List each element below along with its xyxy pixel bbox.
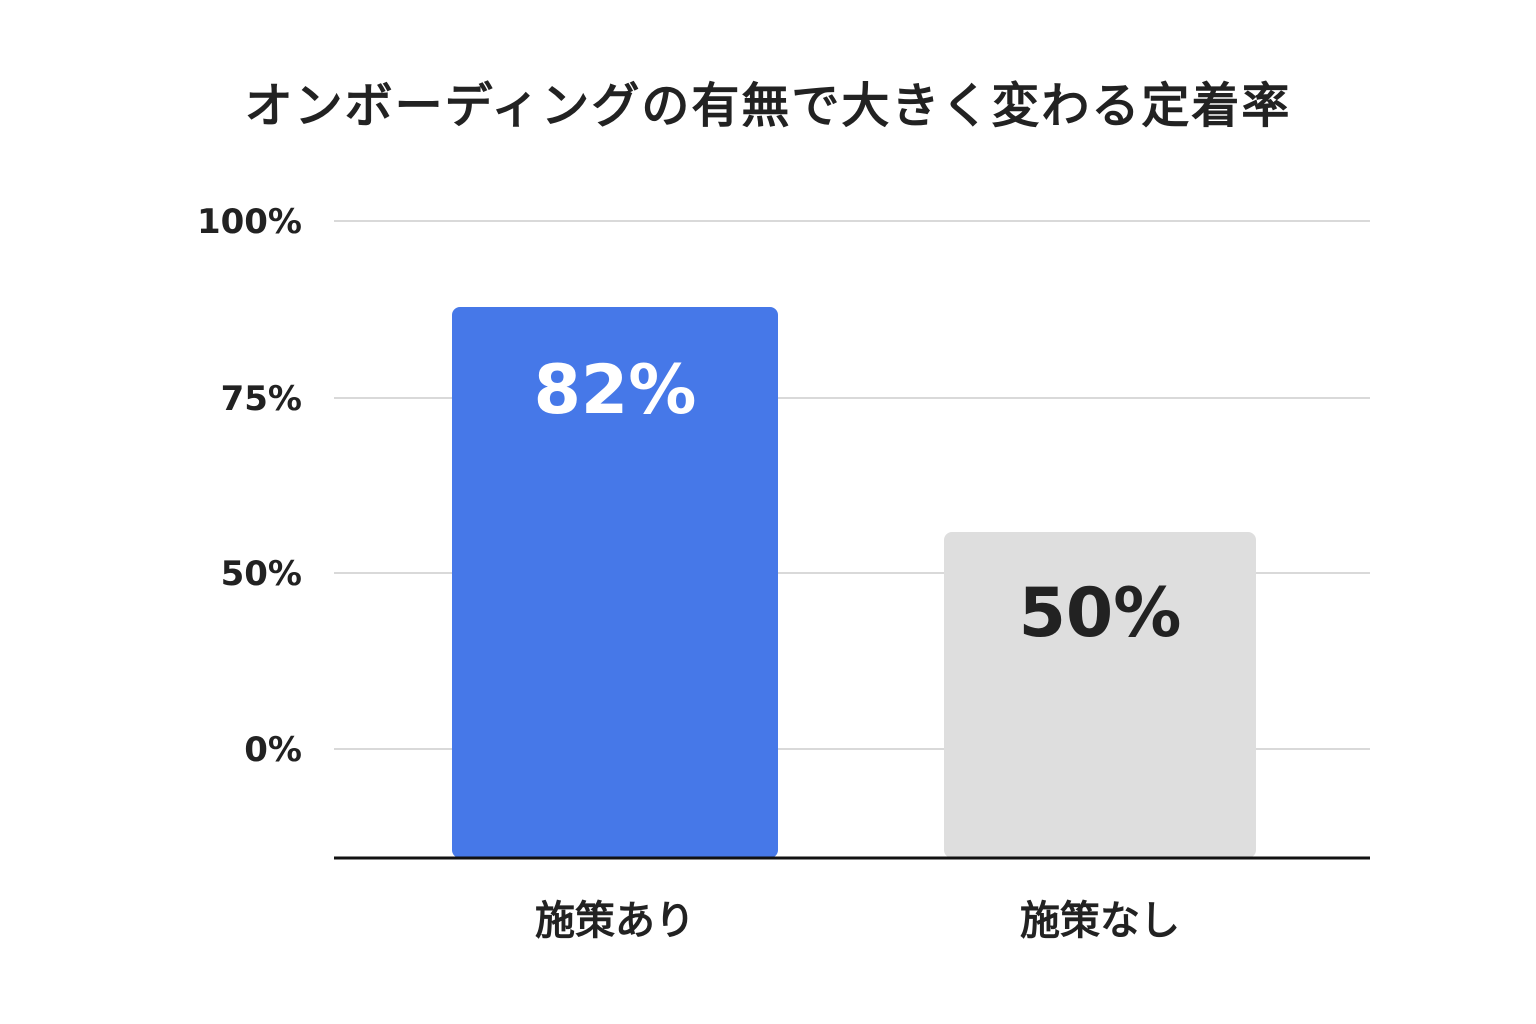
y-tick-label-50: 50% [221,554,302,594]
bars [452,307,1256,858]
data-label-1: 82% [534,351,697,430]
category-label-2: 施策なし [1020,898,1180,944]
y-tick-label-0: 0% [244,730,302,770]
data-label-2: 50% [1019,574,1182,653]
bar-1 [452,307,778,858]
y-axis-ticks: 0% 50% 75% 100% [197,202,302,770]
category-label-1: 施策あり [535,898,695,944]
y-tick-label-100: 100% [197,202,302,242]
bar-2 [944,532,1256,858]
chart-title: オンボーディングの有無で大きく変わる定着率 [244,78,1292,134]
y-tick-label-75: 75% [221,379,302,419]
data-labels: 82% 50% [534,351,1182,653]
x-axis-categories: 施策あり 施策なし [535,898,1180,944]
